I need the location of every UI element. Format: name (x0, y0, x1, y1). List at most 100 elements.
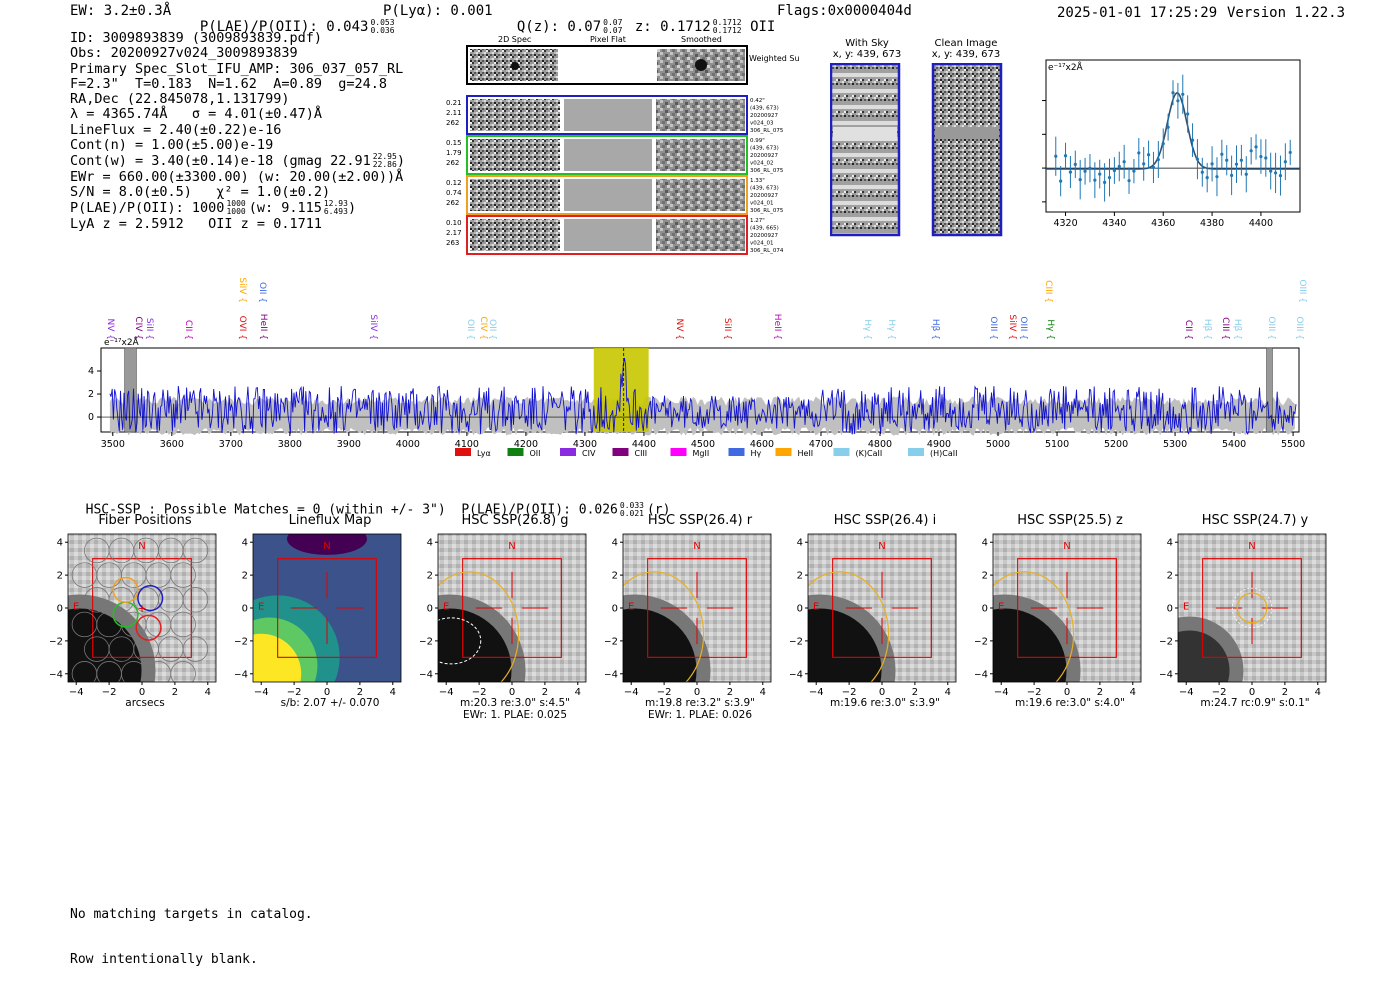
zoom-data-point (1230, 173, 1234, 177)
spectrum-xtick-label: 4600 (750, 439, 774, 450)
hsc-ytick-label: 0 (57, 604, 63, 615)
zoom-data-point (1122, 160, 1126, 164)
zoom-data-point (1151, 165, 1156, 170)
header-flags: Flags:0x0000404d (777, 3, 912, 19)
fiber-position (137, 585, 164, 612)
cutout-row-right-value: 306_RL_075 (750, 208, 784, 214)
hsc-xtick-label: 0 (1249, 687, 1255, 698)
hsc-xtick-label: 4 (1130, 687, 1136, 698)
header-q: Q(z): 0.07 0.07 0.07 (516, 18, 623, 36)
zoom-data-point (1278, 173, 1283, 178)
legend-label: Lyα (477, 449, 491, 458)
hsc-ytick-label: 0 (797, 604, 803, 615)
cutout-row-right-value: (439, 673) (750, 186, 779, 192)
east-label: E (813, 602, 819, 613)
header-plya: P(Lyα): 0.001 (383, 3, 493, 19)
info-lya-z: LyA z = 2.5912 OII z = 0.1711 (70, 215, 322, 232)
spectrum-xtick-label: 4400 (632, 439, 656, 450)
hsc-panel-image: N E −4 −2 0 2 4 4 2 0 −2 −4 (605, 533, 772, 698)
cutout-smoothed (656, 99, 745, 131)
hsc-source-ellipse (623, 571, 705, 682)
hsc-xtick-label: 4 (1315, 687, 1321, 698)
hsc-panel-caption: m:19.6 re:3.0" s:4.0" (1015, 697, 1125, 709)
hsc-ytick-label: 4 (612, 538, 618, 549)
zoom-data-point (1107, 175, 1112, 180)
spectrum-line-label: SiII { (722, 318, 732, 340)
hsc-xtick-label: 0 (694, 687, 700, 698)
cutout-row-right-value: 0.42" (750, 98, 765, 104)
hsc-xtick-label: 2 (912, 687, 918, 698)
catalog-line-2: Row intentionally blank. (70, 952, 258, 967)
hsc-xtick-label: −4 (809, 687, 824, 698)
zoom-data-point (1239, 158, 1243, 162)
spectrum-line-label: OIII { (1294, 316, 1304, 340)
spectrum-line-label: HeII { (772, 314, 782, 340)
hsc-xtick-label: 2 (727, 687, 733, 698)
hsc-ytick-label: 2 (982, 571, 988, 582)
spectrum-line-label: OII { (465, 319, 475, 340)
info-params: F=2.3" T=0.183 N=1.62 A=0.89 g=24.8 (70, 75, 387, 92)
hsc-summary: HSC-SSP : Possible Matches = 0 (within +… (85, 501, 671, 518)
cutout-row-left-value: 0.15 (446, 139, 462, 147)
hsc-ytick-label: 2 (57, 571, 63, 582)
hsc-xtick-label: −2 (657, 687, 672, 698)
hsc-panel-title: HSC SSP(26.4) i (833, 513, 937, 528)
hsc-source-ellipse (1236, 592, 1268, 624)
spectrum-xtick-label: 4800 (868, 439, 892, 450)
fiber-position (112, 576, 139, 603)
hsc-panel-caption: m:24.7 rc:0.9" s:0.1" (1200, 697, 1310, 709)
spectrum-line-label: CII { (183, 320, 193, 340)
clean-image-title: Clean Image x, y: 439, 673 (931, 38, 1001, 60)
hsc-xtick-label: 4 (205, 687, 211, 698)
north-label: N (1248, 541, 1255, 552)
catalog-note: No matching targets in catalog. Row inte… (70, 877, 313, 982)
zoom-data-point (1098, 172, 1102, 176)
hsc-ytick-label: 0 (427, 604, 433, 615)
zoom-data-point (1083, 169, 1087, 173)
zoom-data-point (1244, 172, 1248, 176)
weighted-sum-label: Weighted Sum (749, 54, 800, 63)
hsc-xtick-label: −2 (287, 687, 302, 698)
spectrum-mask-left (124, 347, 137, 433)
spectrum-line-label: Hβ { (1232, 319, 1242, 340)
cutout-pixelflat (564, 179, 652, 211)
north-label: N (1063, 541, 1070, 552)
info-radec: RA,Dec (22.845078,1.131799) (70, 91, 290, 108)
hsc-xtick-label: 0 (879, 687, 885, 698)
hsc-ytick-label: 4 (57, 538, 63, 549)
hsc-ytick-label: 4 (427, 538, 433, 549)
spectrum-xtick-label: 4500 (691, 439, 715, 450)
zoom-data-point (1161, 141, 1165, 146)
legend-label: HeII (798, 449, 814, 458)
with-sky-image (830, 63, 901, 237)
spectrum-line-label: SiII { (144, 318, 154, 340)
zoom-xtick-label: 4360 (1151, 218, 1175, 229)
zoom-data-point (1234, 162, 1239, 166)
spectrum-line-label: Hγ { (862, 319, 872, 340)
spectrum-line-label: CII { (1183, 320, 1193, 340)
hsc-panel-image: + N E −4 −2 0 2 4 4 2 0 −2 −4 (50, 533, 217, 698)
hsc-ytick-label: −2 (605, 636, 618, 647)
zoom-data-point (1073, 162, 1077, 166)
cutout-2dspec (470, 219, 560, 251)
hsc-panel-title: HSC SSP(24.7) y (1201, 513, 1309, 528)
hsc-panel-image: N E −4 −2 0 2 4 4 2 0 −2 −4 (975, 533, 1142, 698)
north-label: N (878, 541, 885, 552)
spectrum-line-label: CIV { (133, 316, 143, 340)
hsc-xtick-label: −2 (1027, 687, 1042, 698)
hsc-aperture-box (1017, 558, 1117, 658)
header-z: z: 0.1712 0.1712 0.1712 OII (634, 18, 776, 36)
zoom-data-point (1103, 180, 1107, 184)
east-label: E (258, 602, 264, 613)
hsc-ytick-label: −2 (790, 636, 803, 647)
header-version: Version 1.22.3 (1227, 5, 1346, 21)
spectrum-xtick-label: 4300 (573, 439, 597, 450)
clean-image (931, 63, 1003, 237)
hsc-xtick-label: 2 (172, 687, 178, 698)
hsc-xtick-label: −4 (624, 687, 639, 698)
hsc-panel-title: HSC SSP(26.8) g (461, 513, 569, 528)
legend-swatch (455, 448, 471, 456)
spectrum-line-label: Hγ { (886, 319, 896, 340)
cutout-row-left-value: 0.74 (446, 189, 462, 197)
